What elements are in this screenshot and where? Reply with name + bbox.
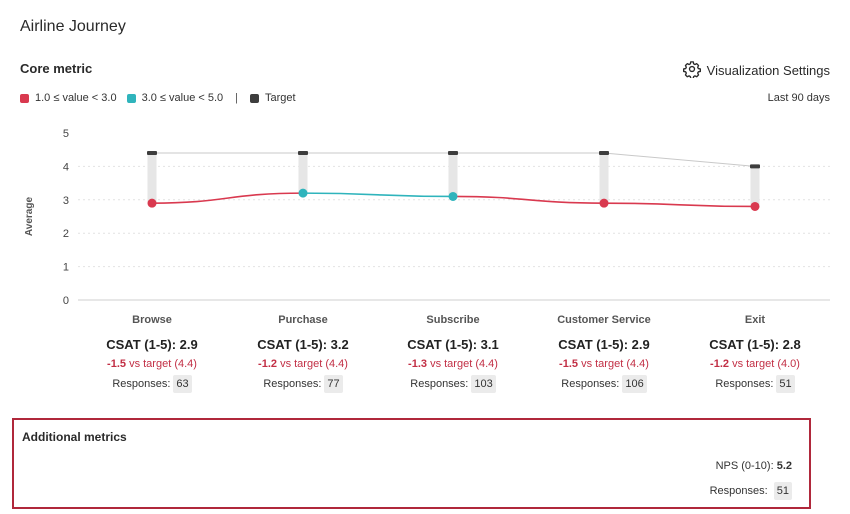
legend-label-low: 1.0 ≤ value < 3.0 — [35, 92, 117, 104]
legend-swatch-target — [250, 93, 260, 103]
x-tick-label: Browse — [132, 314, 172, 326]
core-metric-chart: 0 1 2 3 4 5 Average — [24, 128, 830, 307]
target-gap-bar — [750, 166, 760, 207]
value-line-segment — [151, 192, 304, 204]
stage-metric-value: CSAT (1-5): 2.9 — [106, 337, 198, 352]
diff-value: -1.5 — [107, 358, 127, 370]
stage-stats: Browse CSAT (1-5): 2.9 -1.5 vs target (4.4… — [0, 314, 850, 406]
target-marker — [298, 151, 308, 156]
stage-target-diff: -1.2 vs target (4.0) — [675, 358, 835, 370]
target-gap-bar — [448, 153, 458, 197]
nps-value: 5.2 — [776, 460, 792, 472]
stage-metric-value: CSAT (1-5): 3.2 — [257, 337, 349, 352]
responses-badge: 51 — [776, 375, 795, 393]
target-marker — [599, 151, 609, 156]
responses-label: Responses: — [715, 378, 774, 390]
stage-responses: Responses: 103 — [373, 375, 533, 393]
stage-metric-value: CSAT (1-5): 2.9 — [558, 337, 650, 352]
stage-metric-value: CSAT (1-5): 3.1 — [407, 337, 499, 352]
stage-column: Browse CSAT (1-5): 2.9 -1.5 vs target (4.4… — [72, 314, 232, 393]
x-tick-label: Customer Service — [557, 314, 651, 326]
additional-metrics-title: Additional metrics — [22, 430, 127, 444]
additional-responses: Responses: 51 — [710, 482, 792, 500]
additional-responses-badge: 51 — [773, 482, 792, 500]
responses-badge: 106 — [622, 375, 647, 393]
stage-target-diff: -1.2 vs target (4.4) — [223, 358, 383, 370]
stage-target-diff: -1.5 vs target (4.4) — [72, 358, 232, 370]
y-tick-label: 0 — [63, 295, 69, 307]
diff-text: vs target (4.4) — [578, 358, 649, 370]
diff-text: vs target (4.4) — [427, 358, 498, 370]
y-axis-label: Average — [24, 197, 35, 237]
stage-responses: Responses: 77 — [223, 375, 383, 393]
target-gap-bar — [147, 153, 157, 204]
nps-label: NPS (0-10): — [715, 460, 774, 472]
responses-label: Responses: — [263, 378, 322, 390]
additional-metrics-panel: Additional metrics NPS (0-10): 5.2 Respo… — [12, 418, 811, 509]
visualization-settings-button[interactable]: Visualization Settings — [682, 60, 830, 81]
diff-value: -1.3 — [408, 358, 428, 370]
y-tick-label: 4 — [63, 161, 69, 173]
responses-label: Responses: — [112, 378, 171, 390]
value-line-segment — [302, 192, 454, 198]
data-point — [448, 191, 458, 201]
stage-responses: Responses: 106 — [524, 375, 684, 393]
data-point — [750, 201, 760, 211]
value-line-segment — [603, 202, 756, 208]
x-tick-label: Subscribe — [426, 314, 480, 326]
nps-metric: NPS (0-10): 5.2 — [716, 460, 792, 472]
diff-value: -1.5 — [559, 358, 579, 370]
data-point — [298, 188, 308, 198]
responses-label: Responses: — [561, 378, 620, 390]
data-point — [147, 198, 157, 208]
y-tick-label: 3 — [63, 195, 69, 207]
target-marker — [448, 151, 458, 156]
core-metric-title: Core metric — [20, 61, 93, 76]
y-tick-label: 1 — [63, 262, 69, 274]
responses-badge: 103 — [471, 375, 496, 393]
additional-responses-label: Responses: — [709, 485, 768, 497]
target-gap-bar — [599, 153, 609, 204]
diff-text: vs target (4.4) — [126, 358, 197, 370]
stage-target-diff: -1.5 vs target (4.4) — [524, 358, 684, 370]
target-marker — [750, 164, 760, 169]
legend-item-low: 1.0 ≤ value < 3.0 — [20, 92, 117, 104]
y-tick-label: 2 — [63, 228, 69, 240]
legend-label-target: Target — [265, 92, 296, 104]
legend-label-high: 3.0 ≤ value < 5.0 — [141, 92, 224, 104]
legend-item-high: 3.0 ≤ value < 5.0 — [126, 92, 224, 104]
target-marker — [147, 151, 157, 156]
y-tick-label: 5 — [63, 128, 69, 140]
target-gap-bar — [298, 153, 308, 194]
stage-target-diff: -1.3 vs target (4.4) — [373, 358, 533, 370]
x-tick-label: Exit — [744, 314, 766, 326]
legend-swatch-high — [126, 93, 136, 103]
legend-swatch-low — [20, 93, 29, 103]
legend-separator: | — [235, 92, 239, 104]
stage-column: Customer Service CSAT (1-5): 2.9 -1.5 vs t… — [524, 314, 684, 393]
gear-icon — [682, 60, 701, 81]
stage-metric-value: CSAT (1-5): 2.8 — [709, 337, 801, 352]
stage-column: Subscribe CSAT (1-5): 3.1 -1.3 vs target (… — [373, 314, 533, 393]
legend-item-target: Target — [250, 92, 296, 104]
data-point — [599, 198, 609, 208]
stage-responses: Responses: 51 — [675, 375, 835, 393]
x-tick-label: Purchase — [278, 314, 328, 326]
diff-value: -1.2 — [258, 358, 278, 370]
responses-badge: 77 — [324, 375, 343, 393]
chart-legend: 1.0 ≤ value < 3.0 3.0 ≤ value < 5.0 | Ta… — [20, 92, 306, 104]
diff-value: -1.2 — [710, 358, 730, 370]
stage-column: Purchase CSAT (1-5): 3.2 -1.2 vs target (4… — [223, 314, 383, 393]
diff-text: vs target (4.0) — [729, 358, 800, 370]
visualization-settings-label: Visualization Settings — [706, 63, 830, 78]
time-period-label: Last 90 days — [767, 92, 830, 104]
responses-label: Responses: — [410, 378, 469, 390]
stage-responses: Responses: 63 — [72, 375, 232, 393]
stage-column: Exit CSAT (1-5): 2.8 -1.2 vs target (4.0) R… — [675, 314, 835, 393]
page-title: Airline Journey — [20, 18, 126, 35]
responses-badge: 63 — [173, 375, 192, 393]
diff-text: vs target (4.4) — [277, 358, 348, 370]
value-line-segment — [452, 195, 605, 204]
